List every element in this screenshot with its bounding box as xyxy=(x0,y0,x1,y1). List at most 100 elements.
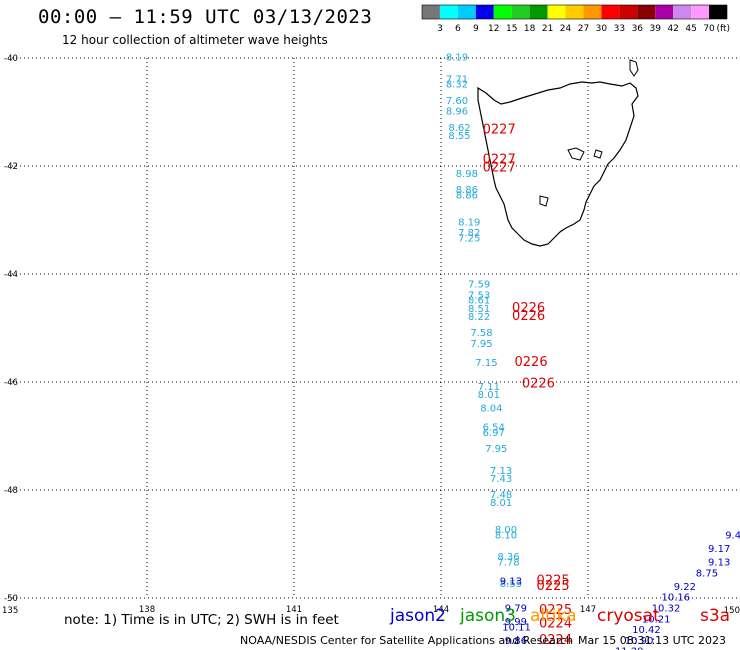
colorbar-tick-label: 21 xyxy=(542,24,553,34)
time-label: 0224 xyxy=(539,617,572,632)
lat-tick-label: -44 xyxy=(4,270,18,280)
colorbar-swatch xyxy=(565,5,584,19)
colorbar-tick-label: 33 xyxy=(614,24,625,34)
swh-label: 9.79 xyxy=(505,604,527,615)
note-text: note: 1) Time is in UTC; 2) SWH is in fe… xyxy=(64,612,339,628)
page-subtitle: 12 hour collection of altimeter wave hei… xyxy=(62,33,328,47)
swh-label: 6.97 xyxy=(483,428,505,439)
swh-label: 9.86 xyxy=(505,636,527,647)
swh-label: 7.59 xyxy=(468,280,490,291)
lat-tick-label: -40 xyxy=(4,54,18,64)
colorbar-swatch xyxy=(637,5,656,19)
swh-label: 7.71 xyxy=(446,74,468,85)
swh-label: 9.22 xyxy=(674,582,696,593)
footer-timestamp: Mar 15 08:31:13 UTC 2023 xyxy=(578,634,726,647)
lat-tick-label: -46 xyxy=(4,378,18,388)
colorbar-tick-label: 36 xyxy=(632,24,644,34)
colorbar-swatch xyxy=(422,5,440,19)
legend-cryosat: cryosat xyxy=(597,606,660,626)
colorbar-swatch xyxy=(511,5,530,19)
colorbar-swatch xyxy=(493,5,512,19)
time-label: 0226 xyxy=(522,376,555,391)
swh-label: 9.13 xyxy=(708,558,730,569)
swh-label: 8.19 xyxy=(458,217,480,228)
lon-tick-label: 141 xyxy=(286,605,302,615)
swh-label: 7.60 xyxy=(446,96,468,107)
colorbar-swatch xyxy=(619,5,638,19)
time-label: 0226 xyxy=(512,309,545,324)
lon-tick-label: 144 xyxy=(433,605,449,615)
lat-tick-label: -50 xyxy=(4,594,18,604)
colorbar-tick-label: 39 xyxy=(650,24,662,34)
swh-label: 7.48 xyxy=(490,490,512,501)
swh-label: 7.82 xyxy=(458,228,480,239)
axis-labels: -40 -42 -44 -46 -48 -50 135 138 141 144 147 150 xyxy=(2,54,740,616)
lon-tick-label: 135 xyxy=(2,606,18,616)
time-label: 0227 xyxy=(483,123,516,138)
colorbar-swatch xyxy=(709,5,727,19)
lat-tick-label: -48 xyxy=(4,486,18,496)
colorbar-tick-label: 3 xyxy=(437,24,443,34)
colorbar-tick-label: 70 xyxy=(703,24,715,34)
lon-tick-label: 138 xyxy=(139,605,155,615)
swh-label: 10.21 xyxy=(642,614,671,625)
swh-label: 9.13 xyxy=(500,577,522,588)
swh-label: 7.58 xyxy=(470,328,492,339)
page-title: 00:00 – 11:59 UTC 03/13/2023 xyxy=(38,6,373,28)
swh-label: 7.95 xyxy=(485,444,507,455)
colorbar-tick-label: 12 xyxy=(488,24,499,34)
colorbar-swatch xyxy=(601,5,620,19)
swh-label: 11.29 xyxy=(615,647,644,650)
swh-label: 8.86 xyxy=(456,185,478,196)
swh-label: 8.04 xyxy=(480,404,502,415)
colorbar-tick-label: 18 xyxy=(524,24,536,34)
swh-label: 8.32 xyxy=(446,80,468,91)
swh-label: 7.25 xyxy=(458,234,480,245)
time-label: 0227 xyxy=(483,152,516,167)
colorbar-tick-label: 30 xyxy=(596,24,608,34)
colorbar-swatch xyxy=(547,5,566,19)
time-labels: 0227022702270226022602260226022502250225… xyxy=(483,123,572,648)
legend-s3a: s3a xyxy=(700,606,731,626)
legend-altika: altika xyxy=(530,606,577,626)
colorbar-tick-label: 45 xyxy=(685,24,696,34)
lat-tick-label: -42 xyxy=(4,162,18,172)
swh-label: 8.01 xyxy=(478,390,500,401)
time-label: 0225 xyxy=(537,574,570,589)
lon-tick-label: 147 xyxy=(580,605,596,615)
swh-label: 10.90 xyxy=(625,636,654,647)
swh-label: 7.78 xyxy=(497,558,519,569)
island-outline xyxy=(593,149,603,159)
footer-credit: NOAA/NESDIS Center for Satellite Applica… xyxy=(240,634,574,647)
time-label: 0226 xyxy=(515,355,548,370)
time-label: 0225 xyxy=(537,579,570,594)
swh-label: 10.42 xyxy=(632,625,661,636)
swh-label: 7.43 xyxy=(490,474,512,485)
legend-jason2: jason2 xyxy=(390,606,446,626)
lon-tick-label: 150 xyxy=(724,606,740,616)
swh-label: 10.11 xyxy=(502,622,531,633)
colorbar-swatch xyxy=(655,5,674,19)
swh-label: 10.32 xyxy=(652,604,681,615)
colorbar-swatch xyxy=(691,5,710,19)
colorbar-swatch xyxy=(457,5,476,19)
swh-label: 8.61 xyxy=(468,296,490,307)
swh-label: 8.96 xyxy=(446,107,468,118)
map-grid xyxy=(8,57,740,599)
tasmania-coastline xyxy=(477,59,639,247)
colorbar-tick-label: 27 xyxy=(578,24,589,34)
swh-label: 8.01 xyxy=(490,498,512,509)
swh-label: 8.00 xyxy=(495,525,517,536)
swh-label: 7.53 xyxy=(468,290,490,301)
time-label: 0226 xyxy=(512,301,545,316)
colorbar-swatch xyxy=(583,5,602,19)
swh-label: 7.13 xyxy=(490,466,512,477)
colorbar-tick-label: 6 xyxy=(455,24,461,34)
colorbar-unit: (ft) xyxy=(716,24,730,34)
colorbar-tick-label: 42 xyxy=(667,24,678,34)
swh-label: 7.95 xyxy=(470,339,492,350)
swh-label: 8.86 xyxy=(456,190,478,201)
swh-label: 8.51 xyxy=(468,304,490,315)
swh-label: 8.55 xyxy=(448,131,470,142)
